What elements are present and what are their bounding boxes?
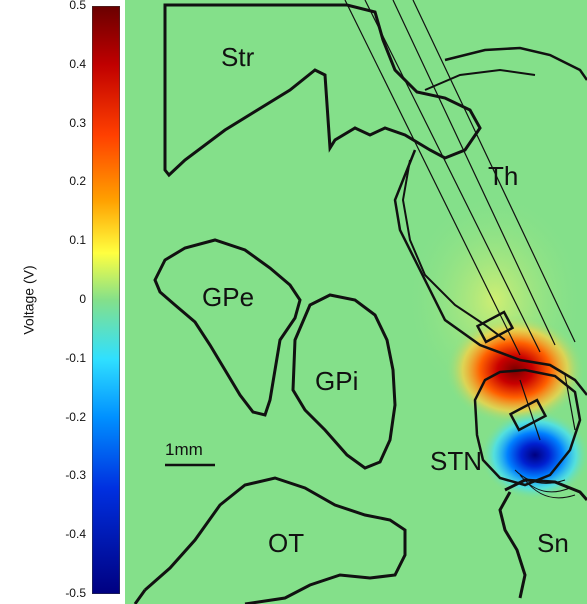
colorbar-tick-label: 0.4 [69,56,86,71]
label-th: Th [488,161,518,191]
colorbar-tick-label: 0.3 [69,115,86,130]
gpi-outline [291,293,397,470]
label-str: Str [221,42,255,72]
electrode-contact-1 [475,310,515,344]
label-sn: Sn [537,528,569,558]
voltage-field-plot: 1mm Str Th GPe GPi STN Sn OT [125,0,587,604]
ot-outline [133,476,407,604]
label-ot: OT [268,528,304,558]
colorbar-tick-label: 0.2 [69,174,86,189]
gpe-outline [153,238,302,417]
colorbar-tick-label: -0.5 [65,586,86,600]
scale-bar-label: 1mm [165,440,203,459]
colorbar-tick-label: 0 [79,292,86,306]
colorbar-tick-label: -0.4 [65,527,86,542]
label-gpe: GPe [202,282,254,312]
sn-outline [498,478,587,599]
electrode-contact-2 [508,398,548,432]
colorbar-tick-label: 0.1 [69,233,86,248]
colorbar-label: Voltage (V) [20,265,37,335]
label-stn: STN [430,446,482,476]
str-outline [163,3,482,178]
colorbar-gradient [92,6,120,594]
colorbar-tick-label: -0.2 [65,409,86,424]
th-outline [393,46,587,396]
colorbar-tick-label: 0.5 [69,0,86,12]
label-gpi: GPi [315,366,358,396]
isopotential-contours [514,469,576,499]
th-inner-boundary [401,68,536,341]
colorbar-tick-label: -0.3 [65,468,86,483]
cathode-coldspot [480,410,587,500]
colorbar-tick-label: -0.1 [65,350,86,365]
stn-outline [473,368,582,487]
dbs-electrode [344,0,576,441]
